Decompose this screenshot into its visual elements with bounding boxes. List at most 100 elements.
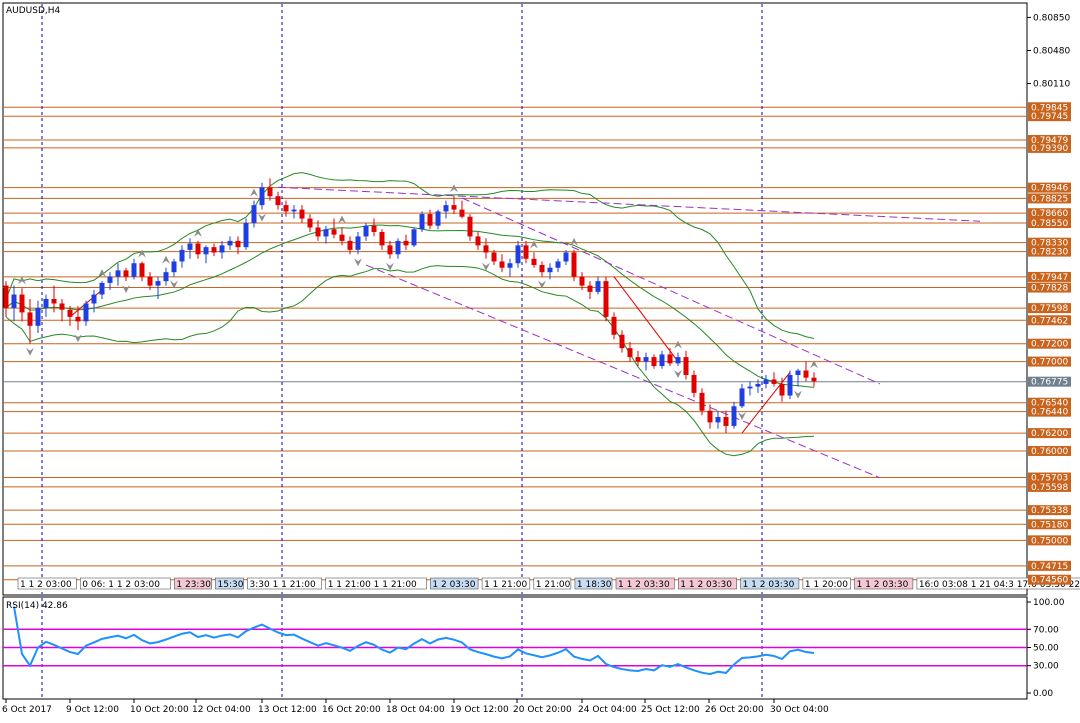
bear-candle: [571, 252, 577, 277]
level-price-box: [1028, 406, 1071, 417]
bear-candle: [67, 309, 73, 317]
time-axis-label: 30 Oct 04:00: [770, 705, 829, 715]
rsi-axis-label: 50.00: [1033, 644, 1059, 654]
level-price-label: 0.76440: [1031, 408, 1068, 418]
fractal-down-arrow: [258, 213, 266, 222]
session-label-box: [247, 577, 322, 590]
bear-candle: [803, 370, 809, 378]
fractal-down-arrow: [674, 370, 682, 379]
time-axis-label: 19 Oct 12:00: [450, 705, 509, 715]
chart-title: AUDUSD,H4: [6, 6, 61, 16]
level-price-box: [1028, 519, 1071, 530]
level-price-label: 0.74715: [1031, 562, 1068, 572]
time-axis-label: 16 Oct 20:00: [322, 705, 381, 715]
session-label-text: 1 1 2 03:00: [20, 580, 72, 590]
horizontal-levels: [3, 106, 1027, 581]
bull-candle: [43, 299, 49, 308]
fractal-down-arrow: [26, 347, 34, 356]
rsi-axis-label: 70.00: [1033, 625, 1059, 635]
session-label-box: [574, 577, 613, 590]
bear-candle: [611, 316, 617, 335]
level-price-label: 0.75598: [1031, 483, 1068, 493]
level-price-box: [1028, 111, 1071, 122]
bear-candle: [283, 205, 289, 212]
bear-candle: [811, 377, 817, 382]
level-price-box: [1028, 246, 1071, 257]
bull-candle: [11, 294, 17, 308]
level-price-label: 0.77200: [1031, 340, 1068, 350]
rsi-label: RSI(14) 42.86: [6, 601, 68, 611]
bull-candle: [323, 229, 329, 237]
session-label-text: 1 1 21:00: [484, 580, 527, 590]
bear-candle: [51, 299, 57, 304]
bull-candle: [155, 281, 161, 286]
level-price-label: 0.78825: [1031, 194, 1068, 204]
session-label-box: [854, 577, 914, 590]
level-price-box: [1028, 193, 1071, 204]
zigzag-line: [613, 276, 679, 362]
level-price-box: [1028, 356, 1071, 367]
bear-candle: [75, 316, 81, 322]
session-label-text: 1 1 20:00: [805, 580, 848, 590]
time-axis-label: 12 Oct 04:00: [192, 705, 251, 715]
bollinger-middle: [5, 224, 815, 388]
fractal-up-arrow: [674, 340, 682, 349]
level-price-box: [1028, 574, 1071, 585]
level-price-box: [1028, 237, 1071, 248]
bear-candle: [699, 392, 705, 411]
price-axis-label: 0.80110: [1033, 80, 1070, 90]
bear-candle: [211, 247, 217, 253]
bear-candle: [379, 231, 385, 246]
bull-candle: [515, 245, 521, 264]
bull-candle: [755, 383, 761, 387]
level-price-label: 0.78550: [1031, 219, 1068, 229]
bear-candle: [467, 216, 473, 237]
bear-candle: [315, 227, 321, 237]
time-axis-label: 6 Oct 2017: [2, 705, 52, 715]
fractal-up-arrow: [98, 269, 106, 278]
level-price-label: 0.76540: [1031, 399, 1068, 409]
time-axis: 6 Oct 2017 9 Oct 12:00 10 Oct 20:00 12 Oct …: [2, 699, 829, 715]
channel-line: [277, 186, 981, 222]
bull-candle: [563, 252, 569, 262]
fractal-down-arrow: [386, 262, 394, 271]
level-price-box: [1028, 303, 1071, 314]
bear-candle: [683, 357, 689, 375]
bear-candle: [531, 258, 537, 266]
bull-candle: [219, 245, 225, 253]
bear-candle: [27, 312, 33, 326]
time-axis-label: 9 Oct 12:00: [66, 705, 119, 715]
bear-candle: [275, 196, 281, 206]
level-price-label: 0.79390: [1031, 144, 1068, 154]
level-price-box: [1028, 315, 1071, 326]
session-label-text: 1 1 2 03:30: [857, 580, 909, 590]
bear-candle: [539, 265, 545, 273]
price-axis-label: 0.80480: [1033, 46, 1070, 56]
bull-candle: [243, 223, 249, 248]
level-price-label: 0.77828: [1031, 284, 1068, 294]
level-price-box: [1028, 472, 1071, 483]
bull-candle: [35, 307, 41, 326]
bear-candle: [347, 240, 353, 250]
bear-candle: [235, 240, 241, 248]
bull-candle: [99, 282, 105, 295]
level-price-label: 0.79745: [1031, 112, 1068, 122]
bull-candle: [227, 240, 233, 246]
session-label-box: [215, 577, 244, 590]
session-label-text: 16:0 03:08 1 21 04:3 17:0 03:30 22:30: [919, 580, 1080, 590]
level-price-label: 0.79845: [1031, 103, 1068, 113]
time-axis-label: 25 Oct 12:00: [641, 705, 700, 715]
fractal-down-arrow: [538, 280, 546, 289]
level-price-box: [1028, 182, 1071, 193]
level-price-box: [1028, 271, 1071, 282]
bull-candle: [363, 225, 369, 237]
level-price-label: 0.78330: [1031, 239, 1068, 249]
bear-candle: [707, 410, 713, 423]
session-label-box: [325, 577, 427, 590]
fractal-up-arrow: [194, 228, 202, 237]
fractal-down-arrow: [354, 258, 362, 267]
session-label-text: 15:30: [218, 580, 244, 590]
fractal-up-arrow: [162, 255, 170, 264]
